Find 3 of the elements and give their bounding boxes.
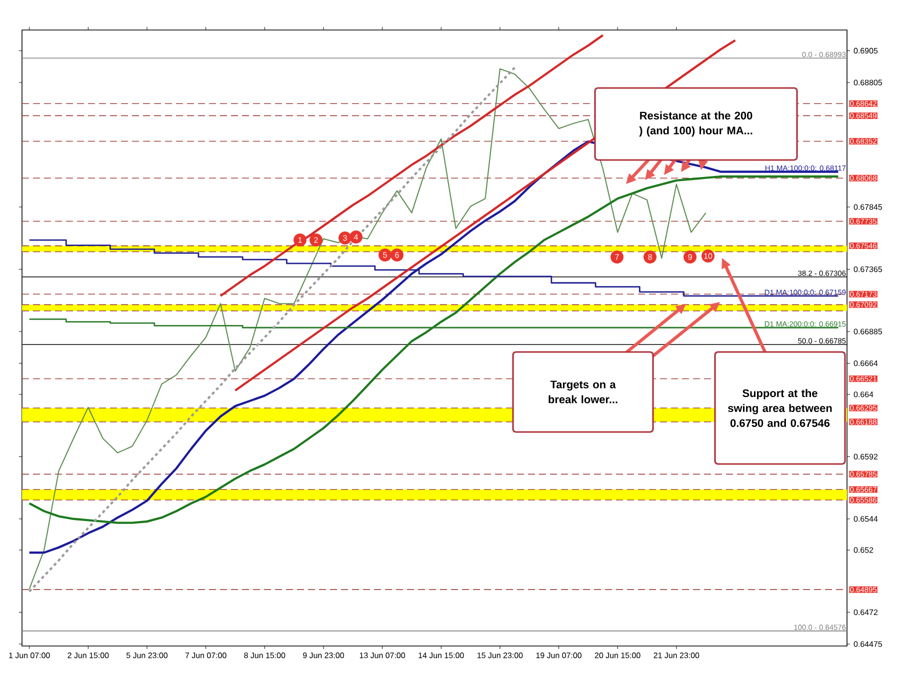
annotation: Resistance at the 200 ) (and 100) hour MA... bbox=[639, 111, 752, 137]
annotation: Targets on a break lower... bbox=[548, 380, 618, 404]
annotation: Support at the swing area between 0.6750 and 0.67546 bbox=[728, 389, 832, 427]
